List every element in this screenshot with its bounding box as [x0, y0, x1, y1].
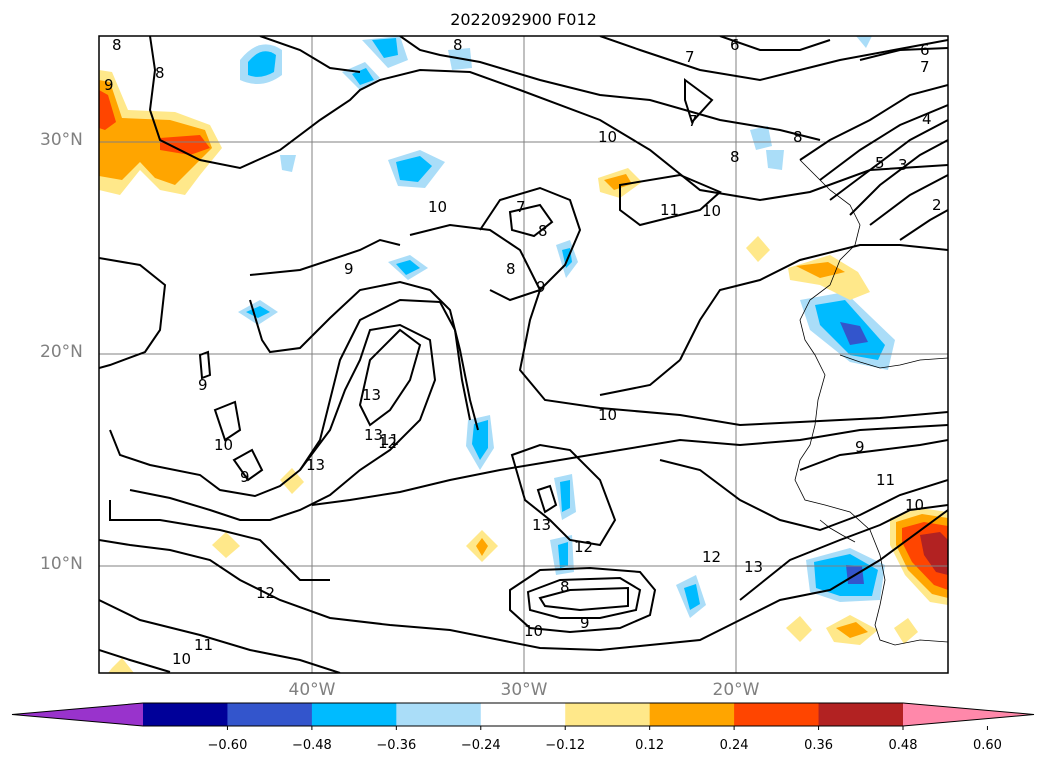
shaded-anomalies [99, 36, 948, 673]
colorbar-outline [11, 702, 1035, 727]
contour-label: 6 [920, 41, 930, 59]
colorbar-tick-label: −0.36 [376, 738, 417, 753]
colorbar-tick-label: 0.48 [888, 738, 918, 753]
contour-label: 9 [198, 376, 208, 394]
contour-label: 11 [194, 636, 213, 654]
contour-label: 12 [378, 434, 397, 452]
contour-label: 4 [922, 110, 932, 128]
contour-label: 11 [660, 201, 679, 219]
contour-label: 8 [506, 260, 516, 278]
contour-label: 6 [730, 36, 740, 54]
contour-label: 8 [453, 36, 463, 54]
colorbar-tick-label: 0.12 [635, 738, 665, 753]
contour-label: 9 [104, 76, 114, 94]
contour-lines [99, 36, 948, 673]
contour-label: 8 [793, 128, 803, 146]
contour-label: 9 [580, 614, 590, 632]
contour-label: 8 [538, 222, 548, 240]
colorbar-segment [396, 703, 482, 726]
lat-label-10n: 10°N [40, 554, 83, 574]
colorbar-segment [143, 703, 228, 726]
lon-label-30w: 30°W [500, 680, 548, 700]
contour-label: 2 [932, 196, 942, 214]
lon-label-20w: 20°W [712, 680, 760, 700]
contour-label: 3 [898, 156, 908, 174]
contour-label: 10 [172, 650, 191, 668]
map-frame [98, 35, 949, 674]
contour-label: 7 [920, 58, 930, 76]
contour-label: 9 [240, 468, 250, 486]
contour-label: 8 [560, 578, 570, 596]
contour-label: 11 [380, 431, 399, 449]
contour-label: 10 [524, 622, 543, 640]
contour-label: 10 [702, 202, 721, 220]
contour-label: 12 [256, 584, 275, 602]
contour-label: 8 [155, 64, 165, 82]
contour-labels: 8 8 8 9 7 6 6 7 7 10 8 8 5 3 2 4 10 11 1… [104, 36, 942, 668]
colorbar-tick-label: −0.12 [545, 738, 586, 753]
contour-label: 10 [598, 406, 617, 424]
colorbar-segment [565, 703, 651, 726]
contour-label: 7 [516, 198, 526, 216]
contour-label: 9 [855, 438, 865, 456]
contour-label: 12 [574, 538, 593, 556]
colorbar-segment [818, 703, 904, 726]
colorbar-tick-label: −0.48 [291, 738, 332, 753]
colorbar-segment [227, 703, 313, 726]
contour-label: 11 [876, 471, 895, 489]
colorbar [11, 702, 1035, 730]
lat-label-30n: 30°N [40, 130, 83, 150]
contour-label: 13 [532, 516, 551, 534]
contour-label: 10 [598, 128, 617, 146]
contour-label: 5 [875, 154, 885, 172]
contour-label: 9 [536, 278, 546, 296]
contour-label: 10 [214, 436, 233, 454]
lat-label-20n: 20°N [40, 342, 83, 362]
colorbar-tick-label: 0.60 [972, 738, 1002, 753]
contour-label: 7 [688, 112, 698, 130]
colorbar-extend-low [12, 703, 143, 726]
colorbar-tick-label: −0.24 [460, 738, 501, 753]
contour-label: 10 [905, 496, 924, 514]
colorbar-segment [734, 703, 820, 726]
contour-label: 7 [685, 48, 695, 66]
coastlines [794, 159, 948, 646]
contour-label: 13 [362, 386, 381, 404]
colorbar-extend-high [903, 703, 1034, 726]
contour-label: 13 [364, 426, 383, 444]
colorbar-segment [311, 703, 397, 726]
contour-label: 8 [730, 148, 740, 166]
contour-label: 13 [744, 558, 763, 576]
lon-label-40w: 40°W [288, 680, 336, 700]
contour-label: 10 [428, 198, 447, 216]
contour-label: 8 [112, 36, 122, 54]
contour-label: 13 [306, 456, 325, 474]
colorbar-segment [480, 703, 566, 726]
contour-label: 9 [344, 260, 354, 278]
colorbar-segment [649, 703, 735, 726]
colorbar-tick-label: 0.36 [804, 738, 834, 753]
map-title: 2022092900 F012 [450, 10, 597, 29]
colorbar-tick-label: 0.24 [719, 738, 749, 753]
contour-label: 12 [702, 548, 721, 566]
colorbar-tick-label: −0.60 [207, 738, 248, 753]
